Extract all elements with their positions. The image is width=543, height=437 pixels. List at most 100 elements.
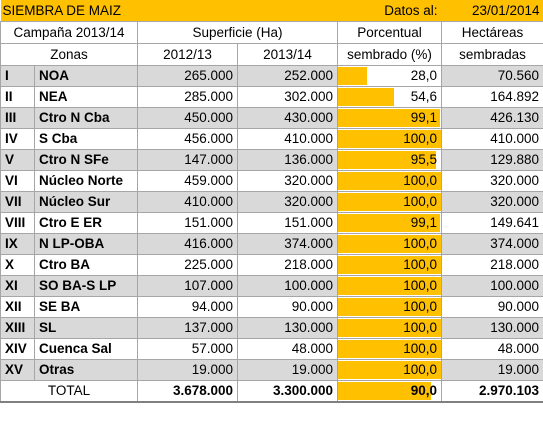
superficie-2012: 147.000 — [137, 148, 238, 171]
zone-number: I — [0, 64, 35, 87]
zone-number: IX — [0, 232, 35, 255]
zone-name: Ctro E ER — [34, 211, 138, 234]
total-porcentual: 90,0 — [337, 379, 443, 403]
hectareas-sembradas: 426.130 — [441, 106, 543, 129]
zone-name: NEA — [34, 85, 138, 108]
table-row: V Ctro N SFe 147.000 136.000 95,5 129.880 — [0, 148, 543, 171]
pct-bar — [338, 213, 441, 232]
sheet-title: SIEMBRA DE MAIZ — [0, 0, 338, 22]
superficie-2013: 410.000 — [236, 127, 339, 150]
superficie-2012: 151.000 — [137, 211, 238, 234]
hectareas-sembradas: 100.000 — [441, 274, 543, 297]
pct-bar — [338, 381, 431, 400]
pct-value: 100,0 — [403, 319, 438, 335]
total-2013: 3.300.000 — [236, 379, 339, 403]
porcentual-sembrado: 100,0 — [337, 295, 443, 318]
siembra-table: SIEMBRA DE MAIZ Datos al: 23/01/2014 Cam… — [0, 0, 543, 403]
porcentual-sembrado: 100,0 — [337, 358, 443, 381]
header-row-2: Zonas 2012/13 2013/14 sembrado (%) sembr… — [0, 42, 543, 66]
total-2012: 3.678.000 — [137, 379, 238, 403]
superficie-2013: 320.000 — [236, 190, 339, 213]
porcentual-sembrado: 54,6 — [337, 85, 443, 108]
zone-name: Cuenca Sal — [34, 337, 138, 360]
pct-value: 95,5 — [410, 151, 438, 167]
porcentual-header-2: sembrado (%) — [337, 42, 443, 66]
superficie-2012: 410.000 — [137, 190, 238, 213]
hectareas-sembradas: 130.000 — [441, 316, 543, 339]
superficie-2013: 252.000 — [236, 64, 339, 87]
pct-bar — [338, 339, 441, 358]
table-row: I NOA 265.000 252.000 28,0 70.560 — [0, 64, 543, 87]
zone-name: SO BA-S LP — [34, 274, 138, 297]
superficie-2012: 57.000 — [137, 337, 238, 360]
hectareas-sembradas: 164.892 — [441, 85, 543, 108]
header-row-1: Campaña 2013/14 Superficie (Ha) Porcentu… — [0, 20, 543, 44]
porcentual-sembrado: 100,0 — [337, 169, 443, 192]
pct-bar — [338, 192, 441, 211]
zone-name: Núcleo Norte — [34, 169, 138, 192]
table-row: VI Núcleo Norte 459.000 320.000 100,0 320.000 — [0, 169, 543, 192]
zone-name: Ctro N Cba — [34, 106, 138, 129]
table-row: X Ctro BA 225.000 218.000 100,0 218.000 — [0, 253, 543, 276]
hectareas-header-2: sembradas — [441, 42, 543, 66]
year-2013-header: 2013/14 — [236, 42, 339, 66]
title-row: SIEMBRA DE MAIZ Datos al: 23/01/2014 — [0, 0, 543, 22]
porcentual-sembrado: 95,5 — [337, 148, 443, 171]
table-row: VII Núcleo Sur 410.000 320.000 100,0 320.000 — [0, 190, 543, 213]
superficie-2012: 416.000 — [137, 232, 238, 255]
pct-value: 100,0 — [403, 193, 438, 209]
zone-number: II — [0, 85, 35, 108]
total-row: TOTAL 3.678.000 3.300.000 90,0 2.970.103 — [0, 379, 543, 403]
pct-bar — [338, 108, 441, 127]
hectareas-sembradas: 19.000 — [441, 358, 543, 381]
pct-bar — [338, 66, 367, 85]
porcentual-header-1: Porcentual — [337, 20, 443, 44]
zonas-header: Zonas — [0, 42, 138, 66]
zone-name: S Cba — [34, 127, 138, 150]
table-row: XI SO BA-S LP 107.000 100.000 100,0 100.000 — [0, 274, 543, 297]
hectareas-sembradas: 48.000 — [441, 337, 543, 360]
hectareas-sembradas: 320.000 — [441, 190, 543, 213]
superficie-2012: 137.000 — [137, 316, 238, 339]
hectareas-sembradas: 410.000 — [441, 127, 543, 150]
pct-bar — [338, 318, 441, 337]
superficie-2013: 136.000 — [236, 148, 339, 171]
zone-name: Otras — [34, 358, 138, 381]
pct-value: 100,0 — [403, 361, 438, 377]
superficie-2012: 265.000 — [137, 64, 238, 87]
superficie-2013: 130.000 — [236, 316, 339, 339]
porcentual-sembrado: 99,1 — [337, 211, 443, 234]
zone-number: VII — [0, 190, 35, 213]
porcentual-sembrado: 100,0 — [337, 253, 443, 276]
zone-number: XIII — [0, 316, 35, 339]
porcentual-sembrado: 100,0 — [337, 127, 443, 150]
zone-name: Ctro BA — [34, 253, 138, 276]
superficie-2012: 456.000 — [137, 127, 238, 150]
table-row: IV S Cba 456.000 410.000 100,0 410.000 — [0, 127, 543, 150]
pct-value: 100,0 — [403, 340, 438, 356]
table-row: XIII SL 137.000 130.000 100,0 130.000 — [0, 316, 543, 339]
zone-name: Ctro N SFe — [34, 148, 138, 171]
total-hectareas: 2.970.103 — [441, 379, 543, 403]
pct-value: 90,0 — [410, 382, 438, 398]
pct-bar — [338, 276, 441, 295]
superficie-2013: 320.000 — [236, 169, 339, 192]
total-label: TOTAL — [0, 379, 138, 403]
zone-number: X — [0, 253, 35, 276]
zone-number: XI — [0, 274, 35, 297]
zone-number: XII — [0, 295, 35, 318]
hectareas-sembradas: 90.000 — [441, 295, 543, 318]
pct-value: 100,0 — [403, 277, 438, 293]
pct-value: 100,0 — [403, 298, 438, 314]
pct-value: 100,0 — [403, 256, 438, 272]
zone-number: V — [0, 148, 35, 171]
zone-number: III — [0, 106, 35, 129]
pct-value: 28,0 — [410, 67, 438, 83]
porcentual-sembrado: 28,0 — [337, 64, 443, 87]
superficie-2013: 374.000 — [236, 232, 339, 255]
zone-number: XIV — [0, 337, 35, 360]
superficie-2013: 100.000 — [236, 274, 339, 297]
zone-name: Núcleo Sur — [34, 190, 138, 213]
table-row: VIII Ctro E ER 151.000 151.000 99,1 149.641 — [0, 211, 543, 234]
